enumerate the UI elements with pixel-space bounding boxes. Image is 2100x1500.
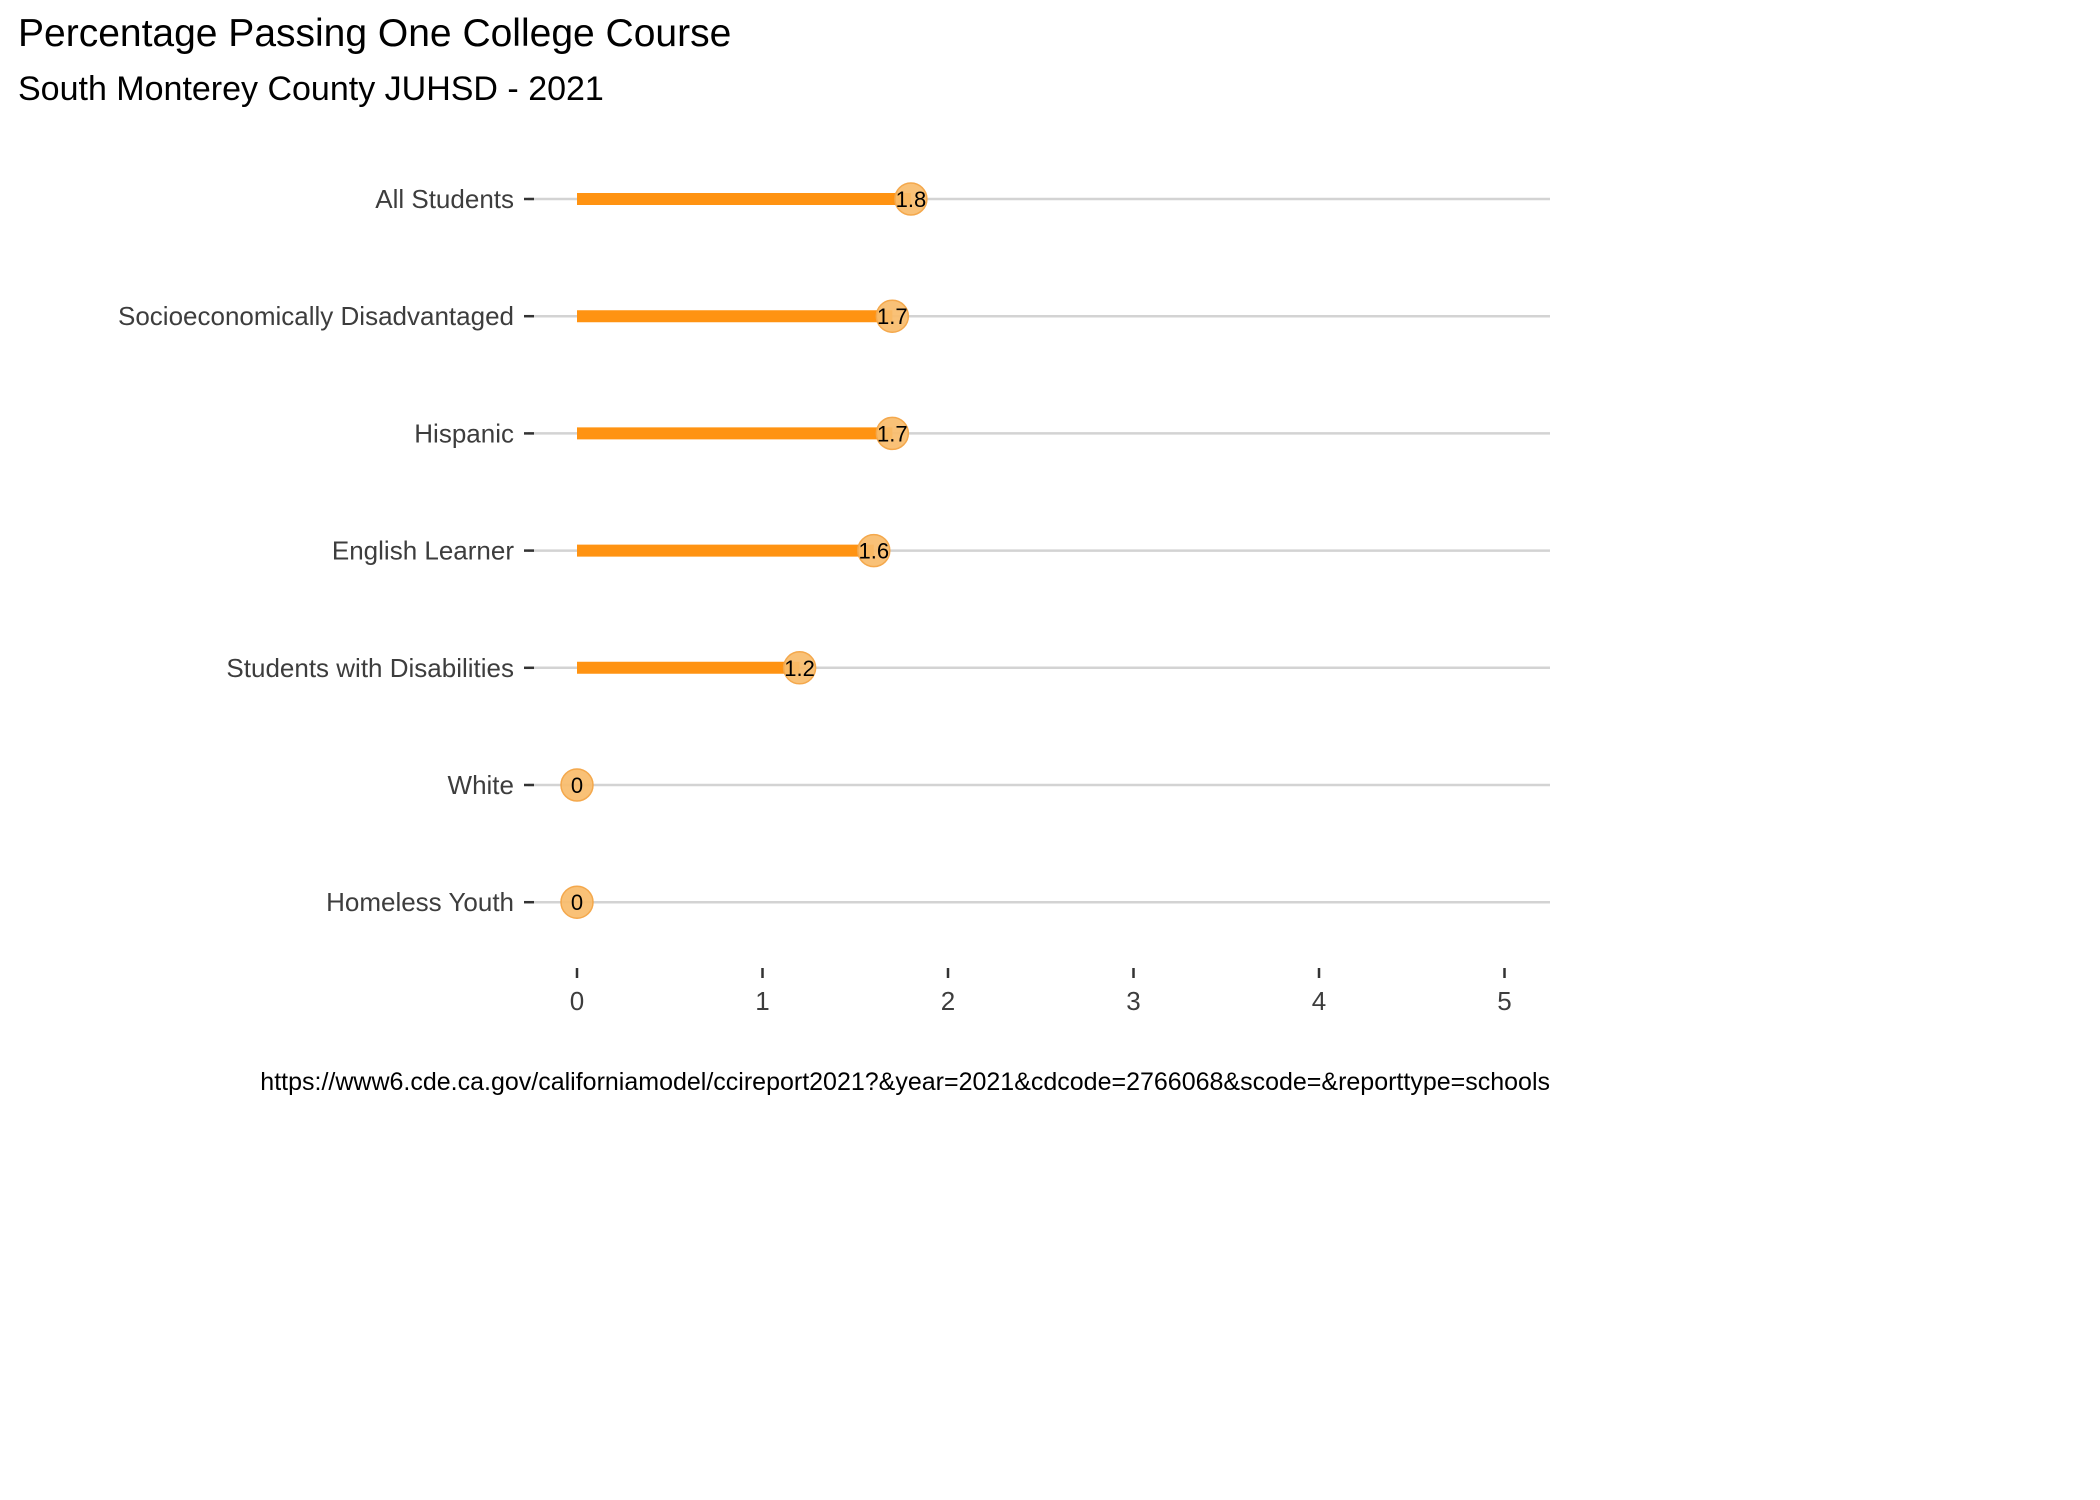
x-tick-label: 0 <box>570 986 584 1016</box>
data-label: 1.7 <box>877 304 908 329</box>
data-label: 0 <box>571 773 583 798</box>
data-label: 1.6 <box>859 539 890 564</box>
y-axis: All Students Socioeconomically Disadvanta… <box>118 184 534 917</box>
y-tick-label: Students with Disabilities <box>226 653 514 683</box>
data-label: 1.8 <box>896 187 927 212</box>
x-tick-label: 4 <box>1312 986 1326 1016</box>
y-tick-label: Socioeconomically Disadvantaged <box>118 301 514 331</box>
data-label: 1.2 <box>784 656 815 681</box>
x-tick-label: 1 <box>755 986 769 1016</box>
y-tick-label: All Students <box>375 184 514 214</box>
y-tick-label: Hispanic <box>414 418 514 448</box>
chart-subtitle: South Monterey County JUHSD - 2021 <box>18 70 604 108</box>
lollipop-sticks <box>577 193 911 674</box>
lollipop-point <box>560 885 594 919</box>
data-label: 1.7 <box>877 421 908 446</box>
lollipop-point <box>875 299 910 333</box>
lollipop-point <box>782 651 817 685</box>
value-labels: 1.8 1.7 1.7 1.6 1.2 0 0 <box>571 187 926 915</box>
x-axis: 0 1 2 3 4 5 <box>570 968 1512 1016</box>
lollipop-point <box>560 768 594 802</box>
x-tick-label: 3 <box>1126 986 1140 1016</box>
chart-caption: https://www6.cde.ca.gov/californiamodel/… <box>260 1068 1550 1096</box>
x-tick-label: 2 <box>941 986 955 1016</box>
plot-area: 1.8 1.7 1.7 1.6 1.2 0 0 All Students Socioecono… <box>118 182 1550 1016</box>
x-tick-label: 5 <box>1497 986 1511 1016</box>
chart: Percentage Passing One College Course So… <box>18 12 1550 1096</box>
chart-title: Percentage Passing One College Course <box>18 12 732 55</box>
lollipop-point <box>875 416 910 451</box>
y-tick-label: English Learner <box>332 536 514 566</box>
lollipop-points <box>560 182 928 919</box>
data-label: 0 <box>571 890 583 915</box>
y-tick-label: White <box>448 770 514 800</box>
lollipop-point <box>857 533 891 568</box>
lollipop-point <box>894 182 928 216</box>
y-tick-label: Homeless Youth <box>326 887 514 917</box>
